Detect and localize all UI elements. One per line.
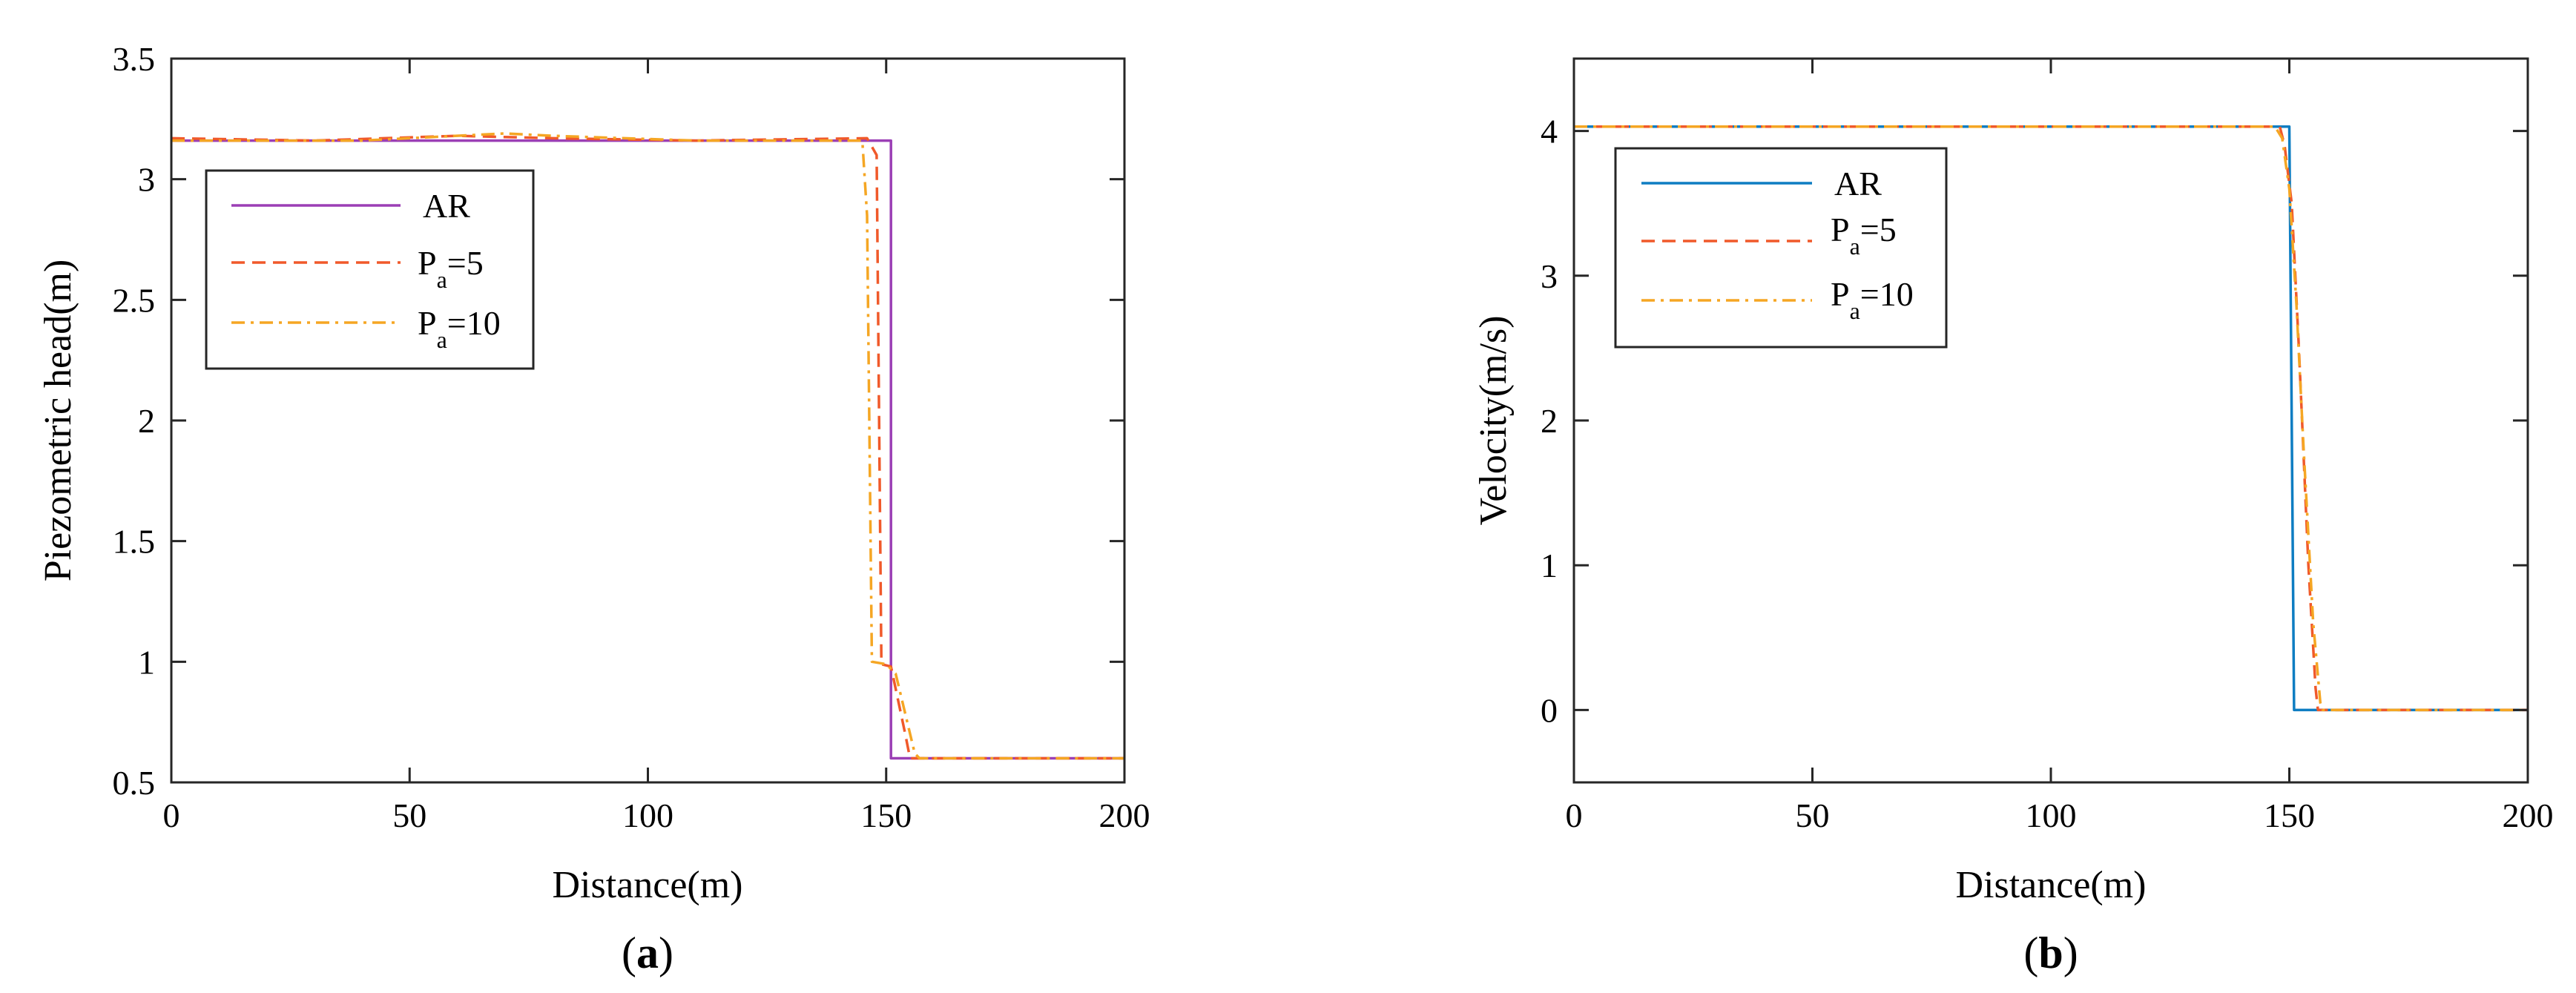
x-tick-labels-a: 0 50 100 150 200	[163, 796, 1150, 834]
legend-entry-pa10-b: Pa=10	[1831, 275, 1914, 324]
y-tick-label-a-0: 0.5	[113, 764, 156, 802]
x-tick-labels-b: 0 50 100 150 200	[1566, 796, 2554, 834]
y-tick-label-a-5: 3	[138, 161, 155, 199]
legend-samples-b	[1641, 182, 1812, 302]
series-lines-b	[1574, 125, 2528, 712]
legend-entry-ar-a: AR	[423, 187, 470, 225]
y-tick-label-a-1: 1	[138, 643, 155, 681]
legend-box-b	[1614, 147, 1948, 349]
legend-b: AR Pa=5 Pa=10	[1614, 147, 1948, 349]
y-tick-labels-a: 0.5 1 1.5 2 2.5 3 3.5	[113, 40, 156, 802]
chart-panel-a: 0 50 100 150 200 0.5 1 1.5 2 2.5 3 3.5 Distance(m)…	[37, 40, 1150, 977]
x-tick-label-a-0: 0	[163, 796, 180, 834]
series-lines-a	[171, 132, 1124, 760]
y-tick-label-b-1: 1	[1541, 547, 1558, 584]
panel-label-b: (b)	[2023, 928, 2078, 977]
x-tick-label-b-3: 150	[2264, 796, 2315, 834]
legend-samples-a	[231, 204, 401, 324]
legend-entry-ar-b: AR	[1834, 165, 1882, 202]
chart-panel-b: 0 50 100 150 200 0 1 2 3 4 Distance(m) Velocity(…	[1472, 57, 2554, 977]
y-tick-label-b-4: 4	[1541, 113, 1558, 151]
y-axis-label-a: Piezometric head(m)	[37, 260, 79, 582]
y-tick-labels-b: 0 1 2 3 4	[1541, 113, 1558, 730]
tick-marks-b	[1572, 59, 2529, 782]
x-tick-label-a-4: 200	[1099, 796, 1150, 834]
x-tick-label-b-4: 200	[2503, 796, 2554, 834]
y-tick-label-a-4: 2.5	[113, 281, 156, 319]
y-tick-label-b-2: 2	[1541, 402, 1558, 440]
series-line-b-1	[1574, 125, 2528, 712]
y-tick-label-b-0: 0	[1541, 691, 1558, 729]
x-tick-label-b-0: 0	[1566, 796, 1583, 834]
x-tick-label-a-1: 50	[392, 796, 426, 834]
tick-marks-a	[170, 57, 1126, 784]
y-tick-label-b-3: 3	[1541, 257, 1558, 295]
legend-entry-pa10-a: Pa=10	[418, 304, 501, 353]
legend-box-a	[205, 169, 535, 370]
plot-frame-a	[170, 57, 1126, 784]
x-tick-label-b-2: 100	[2026, 796, 2077, 834]
y-tick-label-a-3: 2	[138, 402, 155, 440]
y-axis-label-b: Velocity(m/s)	[1472, 315, 1515, 525]
x-tick-label-a-3: 150	[860, 796, 912, 834]
x-axis-label-a: Distance(m)	[552, 864, 742, 906]
panel-label-a: (a)	[622, 928, 673, 977]
series-line-b-2	[1574, 125, 2528, 712]
y-tick-label-a-2: 1.5	[113, 523, 156, 561]
x-tick-label-a-2: 100	[622, 796, 673, 834]
x-axis-label-b: Distance(m)	[1955, 864, 2146, 906]
legend-entry-pa5-a: Pa=5	[418, 244, 484, 293]
y-tick-label-a-6: 3.5	[113, 40, 156, 78]
legend-entry-pa5-b: Pa=5	[1831, 211, 1897, 260]
series-line-a-2	[171, 132, 1124, 760]
legend-a: AR Pa=5 Pa=10	[205, 169, 535, 370]
x-tick-label-b-1: 50	[1796, 796, 1830, 834]
